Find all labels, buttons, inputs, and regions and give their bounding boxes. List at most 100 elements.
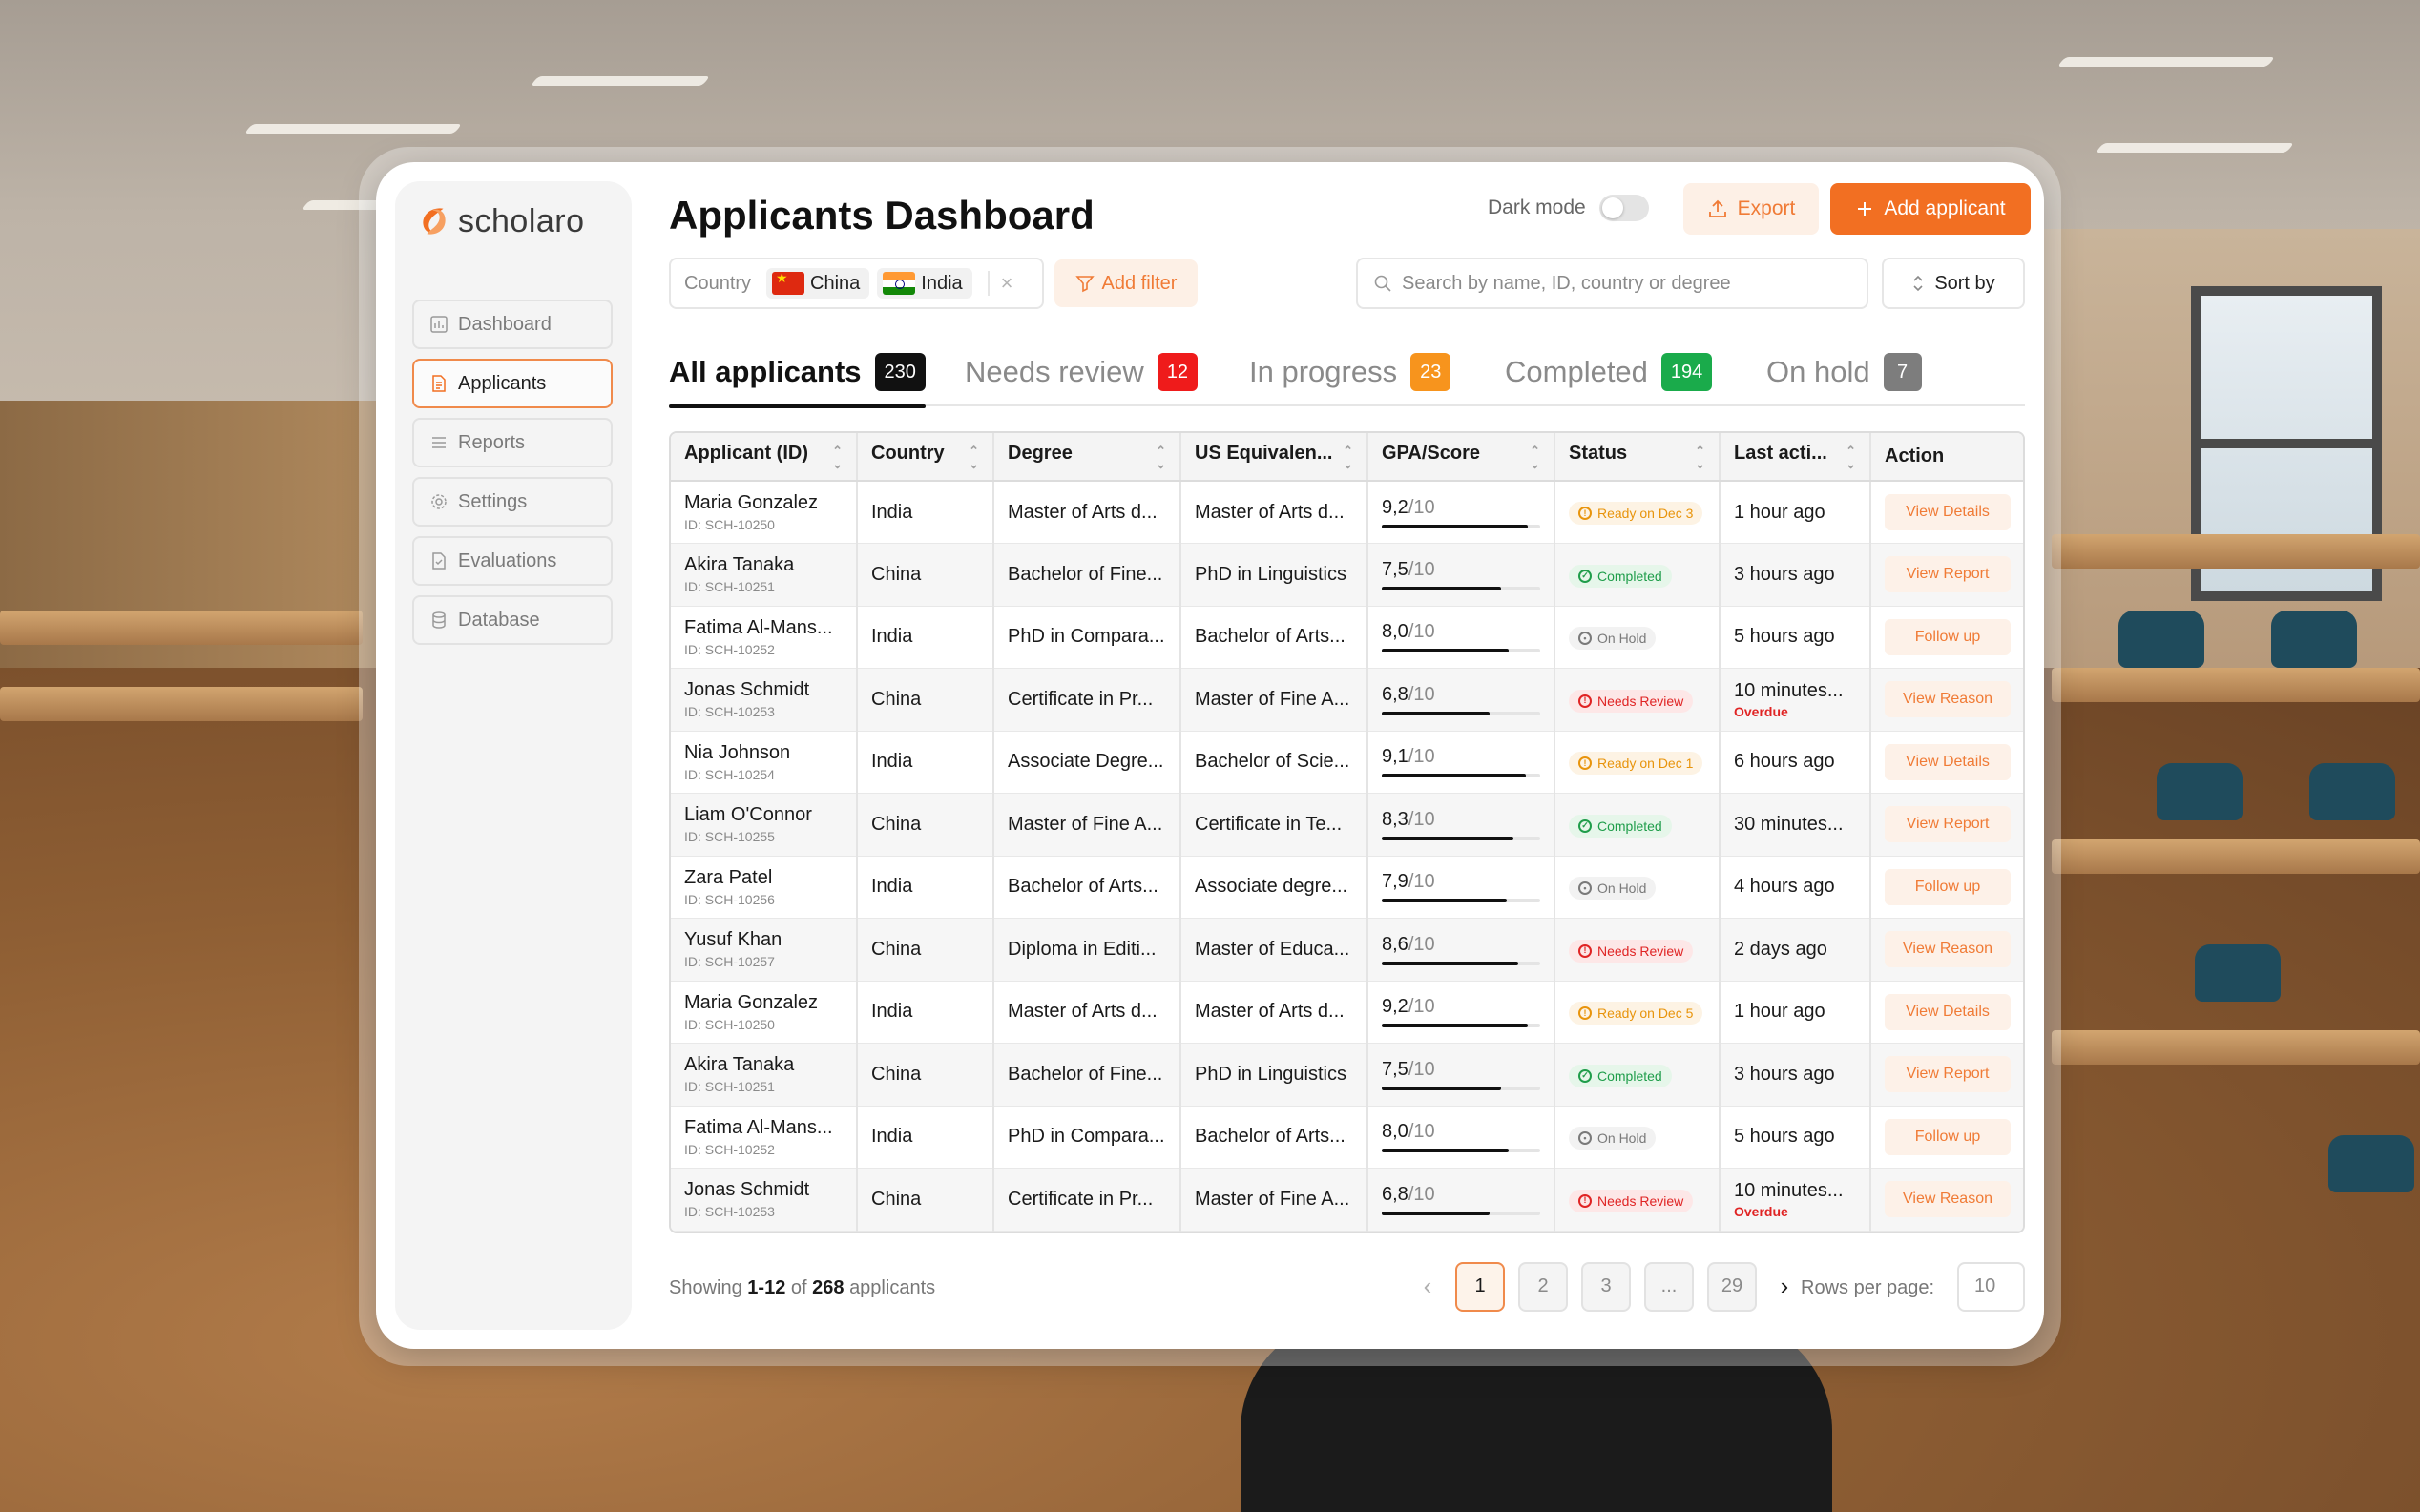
sidebar-item-label: Database xyxy=(458,609,540,631)
column-header-country[interactable]: Country ⌃ ⌄ xyxy=(857,433,994,482)
row-action-button[interactable]: Follow up xyxy=(1885,618,2011,655)
table-row[interactable]: Jonas Schmidt ID: SCH-10253 China Certifica… xyxy=(671,1168,2023,1232)
sidebar-item-settings[interactable]: Settings xyxy=(412,477,613,527)
row-action-button[interactable]: View Reason xyxy=(1885,681,2011,718)
cell-us-equivalent: PhD in Linguistics xyxy=(1180,1043,1368,1107)
row-action-button[interactable]: Follow up xyxy=(1885,1118,2011,1155)
clock-icon: ! xyxy=(1578,756,1592,770)
rows-per-page-input[interactable]: 10 xyxy=(1957,1261,2025,1312)
add-filter-button[interactable]: Add filter xyxy=(1054,259,1198,307)
prev-page-icon[interactable]: ‹ xyxy=(1423,1272,1432,1300)
clear-filter-icon[interactable]: × xyxy=(987,271,1013,296)
cell-status: ! Needs Review xyxy=(1554,918,1721,982)
brand-logo[interactable]: scholaro xyxy=(416,202,585,240)
row-action-button[interactable]: View Details xyxy=(1885,743,2011,780)
cell-last-action: 10 minutes... Overdue xyxy=(1720,1168,1871,1232)
sidebar-item-evaluations[interactable]: Evaluations xyxy=(412,536,613,586)
row-action-button[interactable]: View Details xyxy=(1885,993,2011,1030)
cell-gpa: 9,2/10 xyxy=(1367,981,1555,1044)
row-action-button[interactable]: Follow up xyxy=(1885,868,2011,905)
status-badge: • On Hold xyxy=(1569,627,1657,650)
alert-icon: ! xyxy=(1578,1193,1592,1208)
tab-on-hold[interactable]: On hold 7 xyxy=(1766,349,1922,395)
applicant-id: ID: SCH-10250 xyxy=(684,517,775,532)
row-action-button[interactable]: View Report xyxy=(1885,806,2011,843)
column-header-applicant[interactable]: Applicant (ID) ⌃ ⌄ xyxy=(671,433,858,482)
page-button[interactable]: 1 xyxy=(1455,1261,1505,1312)
desk-row xyxy=(0,687,363,721)
table-row[interactable]: Nia Johnson ID: SCH-10254 India Associate D… xyxy=(671,731,2023,794)
add-applicant-button[interactable]: Add applicant xyxy=(1830,183,2031,235)
column-header-us-equivalent[interactable]: US Equivalen... ⌃ ⌄ xyxy=(1180,433,1368,482)
cell-gpa: 7,9/10 xyxy=(1367,856,1555,919)
desk-row xyxy=(2052,839,2420,874)
search-input[interactable] xyxy=(1402,272,1841,295)
row-action-button[interactable]: View Report xyxy=(1885,1056,2011,1093)
tab-in-progress[interactable]: In progress 23 xyxy=(1249,349,1451,395)
sidebar-item-dashboard[interactable]: Dashboard xyxy=(412,300,613,349)
table-row[interactable]: Akira Tanaka ID: SCH-10251 China Bachelor o… xyxy=(671,543,2023,607)
table-row[interactable]: Yusuf Khan ID: SCH-10257 China Diploma in E… xyxy=(671,918,2023,982)
table-row[interactable]: Liam O'Connor ID: SCH-10255 China Master of… xyxy=(671,793,2023,857)
tab-completed[interactable]: Completed 194 xyxy=(1505,349,1713,395)
cell-country: China xyxy=(857,1168,994,1232)
filter-chip-china[interactable]: China xyxy=(766,268,870,299)
page-button[interactable]: 3 xyxy=(1581,1261,1631,1312)
tab-label: All applicants xyxy=(669,355,862,388)
gpa-bar-fill xyxy=(1382,836,1513,840)
table-row[interactable]: Fatima Al-Mans... ID: SCH-10252 India PhD i… xyxy=(671,1106,2023,1169)
tab-all-applicants[interactable]: All applicants 230 xyxy=(669,349,926,408)
row-action-button[interactable]: View Reason xyxy=(1885,931,2011,968)
sort-arrows-icon: ⌃ ⌄ xyxy=(1343,443,1353,471)
table-row[interactable]: Maria Gonzalez ID: SCH-10250 India Master o… xyxy=(671,981,2023,1044)
gpa-bar-fill xyxy=(1382,1211,1490,1215)
table-row[interactable]: Maria Gonzalez ID: SCH-10250 India Master o… xyxy=(671,481,2023,544)
sidebar-item-database[interactable]: Database xyxy=(412,595,613,645)
search-box xyxy=(1356,258,1868,309)
row-action-button[interactable]: View Details xyxy=(1885,494,2011,530)
gpa-bar xyxy=(1382,961,1540,965)
next-page-icon[interactable]: › xyxy=(1780,1272,1789,1300)
cell-action: Follow up xyxy=(1870,606,2023,669)
cell-action: Follow up xyxy=(1870,856,2023,919)
column-header-last-action[interactable]: Last acti... ⌃ ⌄ xyxy=(1720,433,1871,482)
cell-gpa: 6,8/10 xyxy=(1367,1168,1555,1232)
table-row[interactable]: Fatima Al-Mans... ID: SCH-10252 India PhD i… xyxy=(671,606,2023,669)
table-header-row: Applicant (ID) ⌃ ⌄ Country ⌃ ⌄ Degree ⌃ ⌄ US E… xyxy=(671,433,2023,482)
column-header-gpa[interactable]: GPA/Score ⌃ ⌄ xyxy=(1367,433,1555,482)
sidebar-item-reports[interactable]: Reports xyxy=(412,418,613,467)
sidebar-item-applicants[interactable]: Applicants xyxy=(412,359,613,408)
tab-count-badge: 194 xyxy=(1660,353,1713,391)
upload-icon xyxy=(1708,199,1726,217)
cell-us-equivalent: Associate degre... xyxy=(1180,856,1368,919)
column-header-status[interactable]: Status ⌃ ⌄ xyxy=(1554,433,1721,482)
sort-button[interactable]: Sort by xyxy=(1882,258,2025,309)
desk-row xyxy=(0,611,363,645)
table-row[interactable]: Jonas Schmidt ID: SCH-10253 China Certifica… xyxy=(671,668,2023,732)
dark-mode-toggle[interactable] xyxy=(1598,195,1649,221)
filter-chip-india[interactable]: India xyxy=(877,268,972,299)
india-flag-icon xyxy=(883,272,916,295)
applicant-id: ID: SCH-10252 xyxy=(684,641,775,657)
table-row[interactable]: Zara Patel ID: SCH-10256 India Bachelor of … xyxy=(671,856,2023,919)
row-action-button[interactable]: View Reason xyxy=(1885,1181,2011,1218)
page-button[interactable]: 2 xyxy=(1518,1261,1568,1312)
gpa-value: 8,0/10 xyxy=(1382,621,1435,643)
cell-country: China xyxy=(857,918,994,982)
page-ellipsis: ... xyxy=(1644,1261,1694,1312)
column-header-degree[interactable]: Degree ⌃ ⌄ xyxy=(993,433,1181,482)
tab-needs-review[interactable]: Needs review 12 xyxy=(965,349,1199,395)
row-action-button[interactable]: View Report xyxy=(1885,556,2011,593)
table-row[interactable]: Akira Tanaka ID: SCH-10251 China Bachelor o… xyxy=(671,1043,2023,1107)
cell-applicant: Fatima Al-Mans... ID: SCH-10252 xyxy=(671,1106,858,1169)
country-filter[interactable]: Country China India × xyxy=(669,258,1044,309)
export-button[interactable]: Export xyxy=(1683,183,1819,235)
page-button[interactable]: 29 xyxy=(1707,1261,1757,1312)
cell-applicant: Zara Patel ID: SCH-10256 xyxy=(671,856,858,919)
gpa-value: 9,2/10 xyxy=(1382,996,1435,1018)
cell-last-action: 2 days ago xyxy=(1720,918,1871,982)
last-action-text: 30 minutes... xyxy=(1734,813,1844,835)
last-action-text: 2 days ago xyxy=(1734,938,1827,960)
cell-last-action: 6 hours ago xyxy=(1720,731,1871,794)
cell-action: View Reason xyxy=(1870,918,2023,982)
